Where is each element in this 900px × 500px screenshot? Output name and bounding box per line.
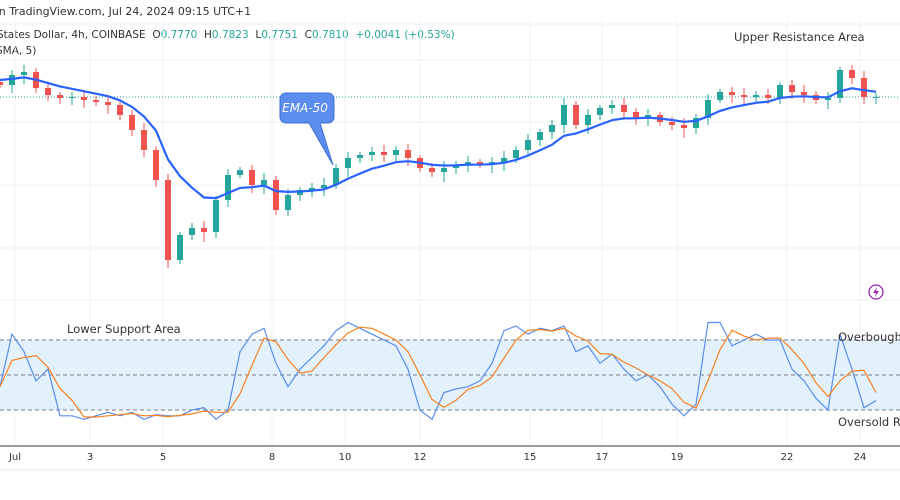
- candle: [597, 108, 603, 115]
- candle: [861, 78, 867, 97]
- candle: [549, 125, 555, 132]
- candle: [105, 102, 111, 105]
- low-value: 0.7751: [261, 29, 298, 41]
- candle: [405, 150, 411, 158]
- indicator-legend: SMA, 5): [0, 45, 37, 57]
- candle: [525, 140, 531, 150]
- candle: [369, 152, 375, 155]
- x-tick-label: 22: [781, 452, 794, 463]
- candle: [801, 92, 807, 95]
- ema-50-line: [0, 76, 877, 200]
- candle: [777, 85, 783, 98]
- candle: [153, 150, 159, 180]
- candle: [441, 168, 447, 172]
- candle: [501, 158, 507, 162]
- candle: [333, 168, 339, 185]
- candle: [249, 170, 255, 185]
- open-value: 0.7770: [160, 29, 198, 41]
- candle: [705, 100, 711, 118]
- candle: [609, 105, 615, 108]
- candle: [429, 168, 435, 172]
- high-label: H: [204, 29, 212, 41]
- candle: [261, 180, 267, 185]
- candle: [561, 105, 567, 125]
- candle: [381, 152, 387, 155]
- candle: [825, 98, 831, 100]
- candle: [69, 97, 75, 98]
- low-label: L: [255, 29, 262, 41]
- ema-50-label: EMA-50: [282, 101, 328, 115]
- candle: [57, 95, 63, 98]
- candle: [225, 175, 231, 200]
- x-tick-label: 3: [87, 452, 93, 463]
- x-tick-label: 24: [854, 452, 867, 463]
- candle: [729, 92, 735, 95]
- x-tick-label: Jul: [8, 452, 21, 463]
- overbought-label: Overbought: [838, 330, 900, 344]
- candle: [789, 85, 795, 92]
- symbol-legend: States Dollar, 4h, COINBASE O0.7770 H0.7…: [0, 29, 455, 41]
- candle: [393, 150, 399, 155]
- candle: [189, 228, 195, 235]
- candle: [117, 105, 123, 115]
- candle: [681, 125, 687, 128]
- candle: [537, 132, 543, 140]
- candle: [669, 122, 675, 125]
- candle: [765, 95, 771, 98]
- symbol-name: States Dollar, 4h, COINBASE: [0, 29, 146, 41]
- x-tick-label: 15: [524, 452, 537, 463]
- oversold-label: Oversold Re: [838, 415, 900, 429]
- open-label: O: [152, 29, 161, 41]
- x-tick-label: 10: [339, 452, 352, 463]
- candle: [273, 180, 279, 210]
- candle: [93, 100, 99, 102]
- x-tick-label: 17: [596, 452, 609, 463]
- candle: [81, 97, 87, 100]
- publish-info: on TradingView.com, Jul 24, 2024 09:15 U…: [0, 5, 252, 18]
- stoch-k-line: [0, 321, 877, 421]
- candle: [309, 188, 315, 190]
- candle: [573, 105, 579, 125]
- candle: [21, 72, 27, 75]
- candle: [129, 115, 135, 130]
- candle: [837, 70, 843, 98]
- candle: [345, 158, 351, 168]
- candle: [693, 118, 699, 128]
- x-tick-label: 5: [160, 452, 166, 463]
- candle: [621, 105, 627, 112]
- candle: [513, 150, 519, 158]
- candle: [753, 95, 759, 97]
- x-tick-label: 8: [269, 452, 275, 463]
- lightning-icon[interactable]: [868, 284, 884, 300]
- candle: [477, 162, 483, 165]
- x-tick-label: 12: [414, 452, 427, 463]
- candle: [357, 155, 363, 158]
- candle: [45, 88, 51, 95]
- change-value: +0.0041 (+0.53%): [355, 29, 455, 41]
- upper-resistance-label: Upper Resistance Area: [734, 30, 865, 44]
- candle: [717, 92, 723, 100]
- candle: [873, 97, 879, 98]
- candle: [633, 112, 639, 118]
- lower-support-label: Lower Support Area: [67, 322, 181, 336]
- x-tick-label: 19: [671, 452, 684, 463]
- high-value: 0.7823: [211, 29, 249, 41]
- candle: [141, 130, 147, 150]
- candle: [285, 195, 291, 210]
- ema-50-callout: EMA-50: [279, 92, 335, 166]
- close-value: 0.7810: [312, 29, 349, 41]
- candle: [213, 200, 219, 232]
- candle: [585, 115, 591, 125]
- candle: [177, 235, 183, 260]
- candle: [201, 228, 207, 232]
- stoch-d-line: [0, 326, 877, 418]
- candle: [741, 95, 747, 97]
- candle: [237, 170, 243, 175]
- candle: [0, 82, 3, 85]
- close-label: C: [304, 29, 312, 41]
- candle: [165, 180, 171, 260]
- candle: [849, 70, 855, 78]
- candle: [321, 185, 327, 188]
